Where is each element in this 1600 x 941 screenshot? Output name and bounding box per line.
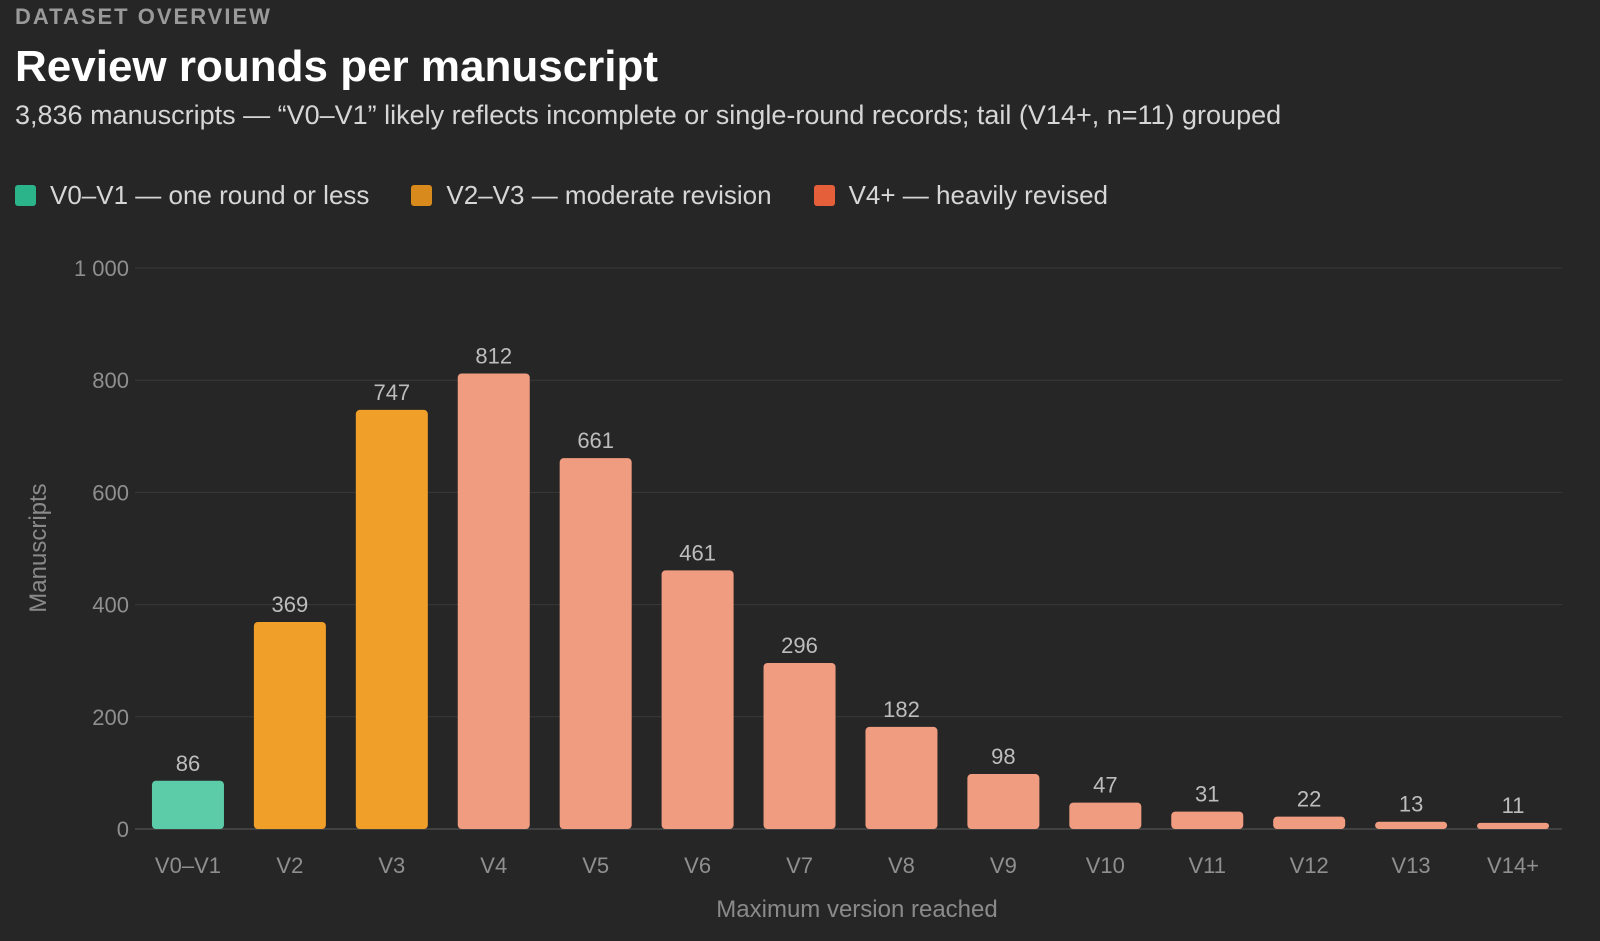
x-tick-label: V9 <box>990 853 1017 878</box>
y-axis-ticks: 0 200 400 600 800 1 000 <box>74 256 129 842</box>
bar[interactable] <box>661 570 734 829</box>
bar-value-label: 461 <box>679 540 716 565</box>
x-tick-label: V6 <box>684 853 711 878</box>
bars <box>151 373 1550 829</box>
chart-subtitle: 3,836 manuscripts — “V0–V1” likely refle… <box>15 100 1282 130</box>
x-axis-ticks: V0–V1 V2 V3 V4 V5 V6 V7 V8 V9 V10 V11 V12 V13 V14+ <box>155 853 1539 878</box>
x-axis-title: Maximum version reached <box>716 896 997 923</box>
y-tick-label: 800 <box>92 368 129 393</box>
x-tick-label: V13 <box>1392 853 1431 878</box>
x-tick-label: V10 <box>1086 853 1125 878</box>
chart-title: Review rounds per manuscript <box>15 42 659 91</box>
x-tick-label: V2 <box>276 853 303 878</box>
bar-value-label: 98 <box>991 744 1015 769</box>
eyebrow-label: DATASET OVERVIEW <box>15 4 272 29</box>
bar[interactable] <box>1069 802 1142 829</box>
x-tick-label: V14+ <box>1487 853 1539 878</box>
legend-swatch <box>15 185 36 206</box>
value-labels: 86 369 747 812 661 461 296 182 98 47 31 22 13 11 <box>176 343 1525 817</box>
y-tick-label: 400 <box>92 593 129 618</box>
bar-value-label: 13 <box>1399 792 1423 817</box>
bar[interactable] <box>457 373 530 829</box>
y-axis-title: Manuscripts <box>25 483 52 612</box>
x-tick-label: V8 <box>888 853 915 878</box>
bar[interactable] <box>253 621 326 829</box>
legend-label: V4+ — heavily revised <box>848 180 1108 210</box>
bar[interactable] <box>1375 821 1448 829</box>
x-tick-label: V5 <box>582 853 609 878</box>
bar-value-label: 812 <box>475 343 512 368</box>
legend-swatch <box>411 185 433 206</box>
bar-value-label: 296 <box>781 633 818 658</box>
bar[interactable] <box>763 662 836 829</box>
legend-label: V0–V1 — one round or less <box>50 180 370 210</box>
legend-label: V2–V3 — moderate revision <box>446 180 772 210</box>
bar-value-label: 22 <box>1297 787 1321 812</box>
bar[interactable] <box>1273 816 1346 829</box>
bar[interactable] <box>1477 822 1550 829</box>
bar[interactable] <box>967 774 1040 829</box>
bar-value-label: 182 <box>883 697 920 722</box>
bar[interactable] <box>355 409 428 829</box>
bar[interactable] <box>865 726 938 829</box>
bar-value-label: 47 <box>1093 773 1117 798</box>
legend-item-v0-v1: V0–V1 — one round or less <box>15 180 369 211</box>
bar-value-label: 747 <box>373 380 410 405</box>
x-tick-label: V7 <box>786 853 813 878</box>
x-tick-label: V0–V1 <box>155 853 221 878</box>
x-tick-label: V12 <box>1290 853 1329 878</box>
legend-item-v4-plus: V4+ — heavily revised <box>813 180 1108 211</box>
legend: V0–V1 — one round or less V2–V3 — modera… <box>15 180 1108 211</box>
x-tick-label: V3 <box>378 853 405 878</box>
bar-value-label: 661 <box>577 428 614 453</box>
y-tick-label: 1 000 <box>74 256 129 281</box>
y-tick-label: 0 <box>117 817 129 842</box>
bar[interactable] <box>151 780 224 829</box>
bar-value-label: 11 <box>1502 793 1525 818</box>
legend-item-v2-v3: V2–V3 — moderate revision <box>411 180 772 211</box>
legend-swatch <box>813 185 835 206</box>
y-tick-label: 600 <box>92 480 129 505</box>
x-tick-label: V4 <box>480 853 507 878</box>
x-tick-label: V11 <box>1188 853 1226 878</box>
bar-value-label: 369 <box>272 592 309 617</box>
bar[interactable] <box>1171 811 1244 829</box>
y-tick-label: 200 <box>92 705 129 730</box>
bar-value-label: 31 <box>1195 782 1219 807</box>
bar-value-label: 86 <box>176 751 200 776</box>
bar[interactable] <box>559 458 632 829</box>
gridlines <box>135 267 1562 830</box>
